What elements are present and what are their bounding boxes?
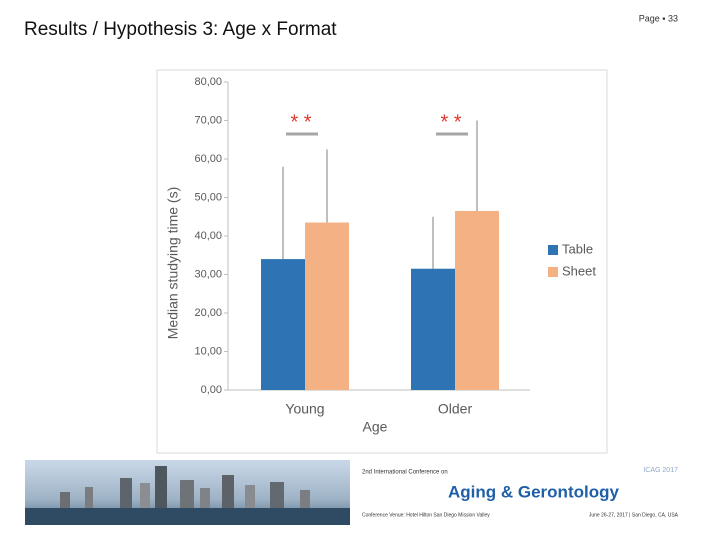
dates: June 26-27, 2017 | San Diego, CA, USA: [589, 512, 679, 518]
legend-label: Table: [562, 241, 593, 256]
conference-name: Aging & Gerontology: [448, 482, 619, 501]
significance-marker: * *: [440, 111, 461, 133]
y-tick-label: 30,00: [194, 268, 222, 280]
bar: [411, 268, 455, 390]
chart-frame: [156, 69, 608, 454]
badge: ICAG 2017: [643, 467, 678, 474]
y-tick-label: 70,00: [194, 114, 222, 126]
legend-swatch: [548, 245, 558, 255]
bar: [261, 259, 305, 390]
venue: Conference Venue: Hotel Hilton San Diego…: [362, 512, 490, 518]
y-tick-label: 0,00: [201, 384, 222, 396]
x-tick-label: Older: [438, 401, 473, 417]
legend-label: Sheet: [562, 263, 596, 278]
y-tick-label: 10,00: [194, 345, 222, 357]
slide-title: Results / Hypothesis 3: Age x Format: [24, 19, 337, 40]
legend-swatch: [548, 267, 558, 277]
significance-marker: * *: [290, 111, 311, 133]
bar: [305, 222, 349, 390]
y-tick-label: 40,00: [194, 230, 222, 242]
page-number: Page ▪ 33: [639, 13, 678, 23]
x-axis-title: Age: [363, 419, 388, 435]
y-tick-label: 80,00: [194, 76, 222, 88]
bar: [455, 210, 499, 390]
skyline-photo: [25, 460, 350, 525]
conference-line: 2nd International Conference on: [362, 470, 448, 476]
x-tick-label: Young: [285, 401, 324, 417]
y-tick-label: 20,00: [194, 307, 222, 319]
y-axis-title: Median studying time (s): [165, 187, 181, 340]
y-tick-label: 60,00: [194, 153, 222, 165]
y-tick-label: 50,00: [194, 191, 222, 203]
